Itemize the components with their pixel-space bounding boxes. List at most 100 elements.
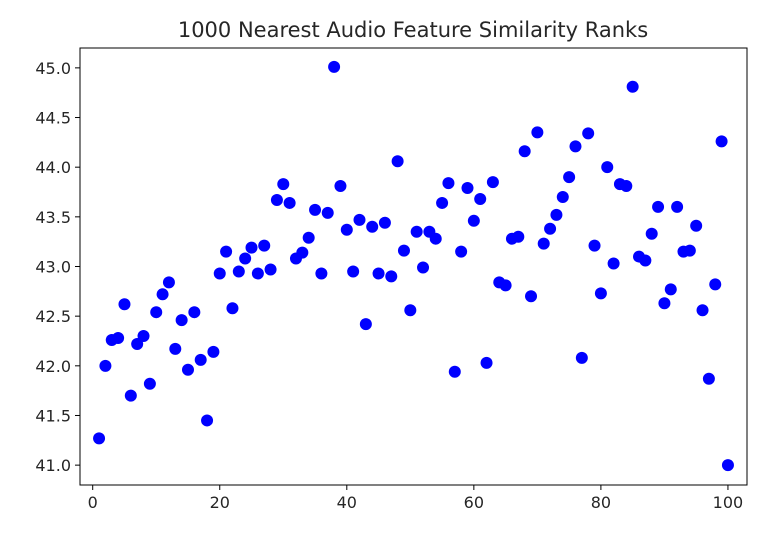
data-point — [226, 302, 239, 315]
data-point — [702, 372, 715, 385]
x-tick-label: 40 — [337, 493, 357, 512]
data-point — [429, 232, 442, 245]
data-point — [537, 237, 550, 250]
data-point — [620, 180, 633, 193]
data-point — [347, 265, 360, 278]
y-tick-label: 42.0 — [35, 357, 71, 376]
data-point — [334, 180, 347, 193]
data-point — [645, 227, 658, 240]
data-point — [664, 283, 677, 296]
data-point — [277, 178, 290, 191]
data-point — [296, 246, 309, 259]
data-point — [709, 278, 722, 291]
data-point — [690, 219, 703, 232]
data-point — [359, 318, 372, 331]
y-tick-label: 45.0 — [35, 59, 71, 78]
data-point — [366, 220, 379, 233]
data-point — [340, 223, 353, 236]
data-point — [683, 244, 696, 257]
data-point — [499, 279, 512, 292]
data-point — [544, 222, 557, 235]
data-point — [531, 126, 544, 139]
y-tick-label: 43.5 — [35, 208, 71, 227]
data-point — [652, 200, 665, 213]
data-point — [512, 230, 525, 243]
data-point — [245, 241, 258, 254]
data-point — [721, 459, 734, 472]
data-point — [251, 267, 264, 280]
data-point — [417, 261, 430, 274]
data-point — [594, 287, 607, 300]
data-point — [207, 345, 220, 358]
data-point — [162, 276, 175, 289]
data-point — [232, 265, 245, 278]
data-point — [99, 359, 112, 372]
data-point — [181, 363, 194, 376]
data-point — [588, 239, 601, 252]
data-point — [328, 60, 341, 73]
data-point — [715, 135, 728, 148]
data-point — [150, 306, 163, 319]
data-point — [201, 414, 214, 427]
data-point — [93, 432, 106, 445]
data-point — [118, 298, 131, 311]
data-point — [378, 216, 391, 229]
data-point — [213, 267, 226, 280]
data-point — [385, 270, 398, 283]
data-point — [112, 332, 125, 345]
data-point — [467, 214, 480, 227]
y-tick-label: 44.0 — [35, 158, 71, 177]
data-point — [397, 244, 410, 257]
data-point — [671, 200, 684, 213]
data-point — [188, 306, 201, 319]
x-tick-label: 60 — [464, 493, 484, 512]
y-tick-label: 41.0 — [35, 456, 71, 475]
data-point — [309, 203, 322, 216]
data-point — [353, 213, 366, 226]
data-point — [372, 267, 385, 280]
data-point — [550, 208, 563, 221]
data-point — [626, 80, 639, 93]
x-tick-label: 0 — [88, 493, 98, 512]
data-point — [480, 356, 493, 369]
data-point — [220, 245, 233, 258]
chart-title: 1000 Nearest Audio Feature Similarity Ra… — [178, 18, 648, 42]
data-point — [518, 145, 531, 158]
data-point — [137, 330, 150, 343]
data-point — [194, 353, 207, 366]
data-point — [169, 342, 182, 355]
data-point — [315, 267, 328, 280]
y-tick-label: 42.5 — [35, 307, 71, 326]
data-point — [270, 193, 283, 206]
y-tick-label: 41.5 — [35, 406, 71, 425]
data-point — [525, 290, 538, 303]
y-axis: 41.0 41.5 42.0 42.5 43.0 43.5 44.0 44.5 45.0 — [35, 59, 80, 475]
data-point — [442, 177, 455, 190]
data-point — [283, 196, 296, 209]
data-point — [124, 389, 137, 402]
data-point — [563, 171, 576, 184]
data-point — [556, 190, 569, 203]
data-point — [410, 225, 423, 238]
data-point — [474, 192, 487, 205]
data-point — [575, 351, 588, 364]
x-axis: 0 20 40 60 80 100 — [88, 485, 744, 512]
data-point — [569, 140, 582, 153]
data-point — [601, 161, 614, 174]
data-point — [696, 304, 709, 317]
data-point — [258, 239, 271, 252]
data-point — [156, 288, 169, 301]
data-point — [582, 127, 595, 140]
y-tick-label: 43.0 — [35, 258, 71, 277]
data-points — [93, 60, 734, 472]
data-point — [455, 245, 468, 258]
data-point — [391, 155, 404, 168]
plot-area-frame — [79, 47, 748, 486]
x-tick-label: 20 — [210, 493, 230, 512]
data-point — [639, 254, 652, 267]
data-point — [448, 365, 461, 378]
x-tick-label: 100 — [713, 493, 744, 512]
data-point — [658, 297, 671, 310]
